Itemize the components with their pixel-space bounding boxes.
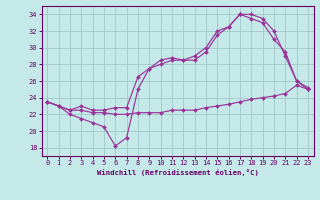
X-axis label: Windchill (Refroidissement éolien,°C): Windchill (Refroidissement éolien,°C) (97, 169, 259, 176)
